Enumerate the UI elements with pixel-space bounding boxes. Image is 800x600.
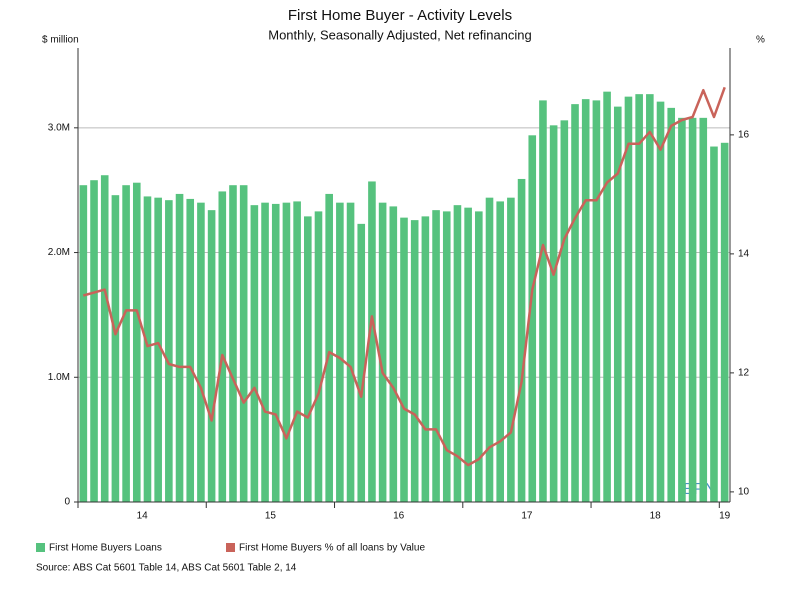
y-tick-label: 0 [64,497,70,508]
bar [528,135,537,503]
bar [79,185,88,502]
y2-axis-label: % [756,35,765,46]
bar [197,202,205,502]
bar [678,117,686,502]
bar [368,181,376,502]
source-note: Source: ABS Cat 5601 Table 14, ABS Cat 5… [36,563,297,574]
y2-tick-label: 16 [738,130,750,141]
bar [378,202,387,502]
y-tick-label: 1.0M [48,372,70,383]
bar [667,107,676,502]
bar [475,211,483,502]
bar [239,185,248,502]
y2-tick-label: 10 [738,487,750,498]
bar [132,182,141,502]
bar [100,175,109,502]
bar [442,211,451,502]
bar [218,191,227,502]
bar [207,210,216,502]
bar [646,94,654,503]
y2-tick-label: 14 [738,249,750,260]
bar [421,216,430,502]
legend-label: First Home Buyers Loans [49,543,162,554]
bar [560,120,569,502]
bar [592,100,601,502]
x-tick-label: 16 [393,511,405,522]
bar [656,101,665,502]
x-tick-label: 14 [137,511,149,522]
bar [261,202,269,502]
bar [389,206,398,502]
legend-swatch [36,543,45,552]
bar [250,205,259,502]
bar [496,201,504,502]
bar [517,178,526,502]
bar [581,99,590,502]
bar [143,196,152,502]
bar [613,106,622,502]
bar [282,202,291,502]
bar [624,96,633,503]
bar [293,201,301,502]
bar [410,220,419,502]
bar [111,195,120,502]
bar [175,193,184,502]
x-tick-label: 17 [521,511,533,522]
chart-title: First Home Buyer - Activity Levels [288,7,512,24]
bar [571,104,579,502]
bar [122,185,130,502]
bar [549,125,558,502]
bar [635,94,643,503]
bar [271,203,280,502]
bar [453,205,462,502]
bar [346,202,355,502]
bar [314,211,323,502]
bar [229,185,237,502]
y2-tick-label: 12 [738,368,750,379]
legend-label: First Home Buyers % of all loans by Valu… [239,543,425,554]
bar [603,91,611,503]
x-tick-label: 18 [650,511,662,522]
bar [357,223,366,502]
bar [539,100,547,502]
line-series [82,86,726,467]
y-tick-label: 3.0M [48,122,70,133]
bar [165,200,173,502]
bar [90,180,98,502]
bar [325,193,333,502]
x-tick-label: 15 [265,511,277,522]
bar [464,207,472,502]
bar [710,146,718,503]
bar [485,197,494,502]
chart-subtitle: Monthly, Seasonally Adjusted, Net refina… [268,27,532,42]
x-tick-label: 19 [719,511,731,522]
legend-swatch [226,543,235,552]
bar [186,198,195,502]
bar [507,197,515,502]
y-axis-label: $ million [42,35,79,46]
y-tick-label: 2.0M [48,247,70,258]
bar [688,117,697,502]
bar [720,142,729,503]
bar [432,210,440,502]
bar [336,202,344,502]
bar [400,217,408,502]
bar [699,117,708,502]
bar [304,216,312,502]
bar [154,197,162,502]
